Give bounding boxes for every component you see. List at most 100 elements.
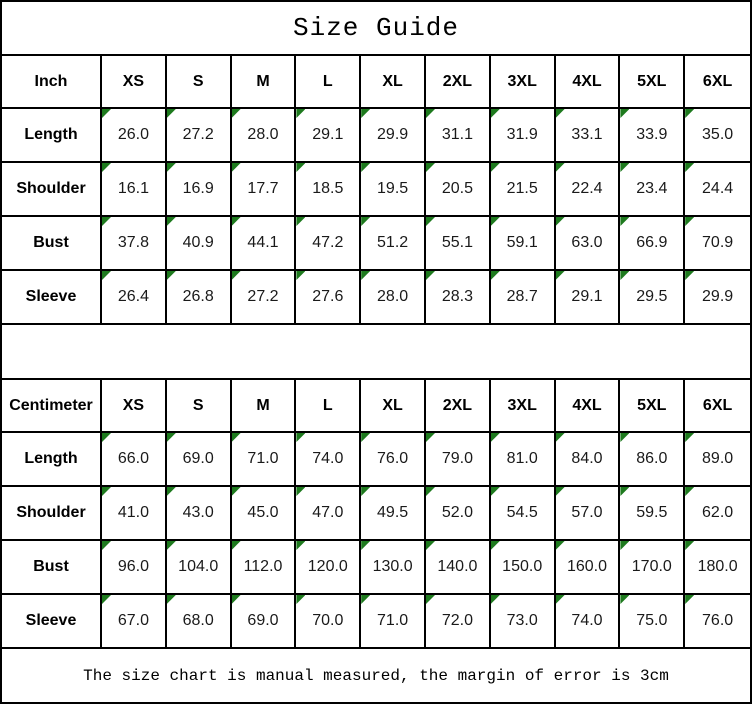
measurement-row: Sleeve 26.4 26.8 27.2 27.6 28.0 28.3 28.7 29.1 29…	[2, 271, 750, 325]
centimeter-size-table: Centimeter XS S M L XL 2XL 3XL 4XL 5XL 6XL Length 66…	[2, 380, 750, 649]
value-cell: 27.2	[231, 271, 297, 325]
value-cell: 43.0	[166, 487, 232, 541]
value-cell: 27.6	[296, 271, 362, 325]
size-header-cell: 3XL	[490, 380, 556, 433]
table-spacer	[2, 325, 750, 380]
value-cell: 45.0	[231, 487, 297, 541]
size-header-cell: S	[166, 380, 232, 433]
measurement-row: Shoulder 41.0 43.0 45.0 47.0 49.5 52.0 54.5 57.0…	[2, 487, 750, 541]
row-label-cell: Sleeve	[2, 271, 102, 325]
measurement-row: Shoulder 16.1 16.9 17.7 18.5 19.5 20.5 21.5 22.4…	[2, 163, 750, 217]
value-cell: 57.0	[555, 487, 621, 541]
size-header-cell: 4XL	[555, 56, 621, 109]
value-cell: 69.0	[231, 595, 297, 649]
value-cell: 35.0	[685, 109, 750, 163]
value-cell: 16.9	[166, 163, 232, 217]
size-header-cell: 3XL	[490, 56, 556, 109]
value-cell: 67.0	[102, 595, 167, 649]
value-cell: 44.1	[231, 217, 297, 271]
value-cell: 86.0	[620, 433, 686, 487]
row-label-cell: Sleeve	[2, 595, 102, 649]
size-header-cell: 6XL	[685, 56, 750, 109]
value-cell: 29.1	[296, 109, 362, 163]
measurement-row: Length 26.0 27.2 28.0 29.1 29.9 31.1 31.9 33.1 33…	[2, 109, 750, 163]
size-header-row: Inch XS S M L XL 2XL 3XL 4XL 5XL 6XL	[2, 56, 750, 109]
value-cell: 66.0	[102, 433, 167, 487]
value-cell: 31.1	[426, 109, 491, 163]
value-cell: 68.0	[166, 595, 232, 649]
value-cell: 47.2	[296, 217, 362, 271]
value-cell: 130.0	[361, 541, 426, 595]
value-cell: 89.0	[685, 433, 750, 487]
value-cell: 74.0	[296, 433, 362, 487]
value-cell: 26.0	[102, 109, 167, 163]
value-cell: 18.5	[296, 163, 362, 217]
value-cell: 24.4	[685, 163, 750, 217]
value-cell: 28.0	[361, 271, 426, 325]
value-cell: 28.3	[426, 271, 491, 325]
value-cell: 76.0	[361, 433, 426, 487]
value-cell: 81.0	[490, 433, 556, 487]
value-cell: 170.0	[620, 541, 686, 595]
value-cell: 47.0	[296, 487, 362, 541]
measurement-row: Bust 96.0 104.0 112.0 120.0 130.0 140.0 150.0 16…	[2, 541, 750, 595]
size-header-cell: 6XL	[685, 380, 750, 433]
value-cell: 29.9	[361, 109, 426, 163]
value-cell: 70.0	[296, 595, 362, 649]
size-header-cell: M	[231, 380, 297, 433]
value-cell: 28.7	[490, 271, 556, 325]
value-cell: 17.7	[231, 163, 297, 217]
value-cell: 180.0	[685, 541, 750, 595]
value-cell: 140.0	[426, 541, 491, 595]
value-cell: 150.0	[490, 541, 556, 595]
value-cell: 29.5	[620, 271, 686, 325]
value-cell: 54.5	[490, 487, 556, 541]
value-cell: 71.0	[231, 433, 297, 487]
value-cell: 20.5	[426, 163, 491, 217]
size-header-cell: XL	[361, 380, 426, 433]
value-cell: 59.1	[490, 217, 556, 271]
value-cell: 59.5	[620, 487, 686, 541]
value-cell: 104.0	[166, 541, 232, 595]
value-cell: 27.2	[166, 109, 232, 163]
size-header-cell: 2XL	[426, 380, 491, 433]
value-cell: 79.0	[426, 433, 491, 487]
value-cell: 29.1	[555, 271, 621, 325]
value-cell: 69.0	[166, 433, 232, 487]
size-header-cell: XS	[102, 380, 167, 433]
value-cell: 19.5	[361, 163, 426, 217]
value-cell: 31.9	[490, 109, 556, 163]
inch-size-table: Inch XS S M L XL 2XL 3XL 4XL 5XL 6XL Length 26.0 27.2…	[2, 56, 750, 325]
value-cell: 16.1	[102, 163, 167, 217]
value-cell: 41.0	[102, 487, 167, 541]
value-cell: 72.0	[426, 595, 491, 649]
unit-label-cell: Inch	[2, 56, 102, 109]
value-cell: 160.0	[555, 541, 621, 595]
value-cell: 70.9	[685, 217, 750, 271]
value-cell: 120.0	[296, 541, 362, 595]
size-header-cell: L	[296, 56, 362, 109]
size-header-row: Centimeter XS S M L XL 2XL 3XL 4XL 5XL 6XL	[2, 380, 750, 433]
value-cell: 33.1	[555, 109, 621, 163]
row-label-cell: Shoulder	[2, 487, 102, 541]
row-label-cell: Length	[2, 433, 102, 487]
value-cell: 96.0	[102, 541, 167, 595]
measurement-row: Sleeve 67.0 68.0 69.0 70.0 71.0 72.0 73.0 74.0 75…	[2, 595, 750, 649]
value-cell: 28.0	[231, 109, 297, 163]
size-header-cell: 5XL	[620, 56, 686, 109]
size-header-cell: XL	[361, 56, 426, 109]
value-cell: 21.5	[490, 163, 556, 217]
value-cell: 66.9	[620, 217, 686, 271]
value-cell: 22.4	[555, 163, 621, 217]
row-label-cell: Bust	[2, 541, 102, 595]
value-cell: 75.0	[620, 595, 686, 649]
size-header-cell: XS	[102, 56, 167, 109]
value-cell: 112.0	[231, 541, 297, 595]
value-cell: 55.1	[426, 217, 491, 271]
size-header-cell: M	[231, 56, 297, 109]
size-header-cell: 5XL	[620, 380, 686, 433]
row-label-cell: Shoulder	[2, 163, 102, 217]
value-cell: 26.8	[166, 271, 232, 325]
value-cell: 40.9	[166, 217, 232, 271]
